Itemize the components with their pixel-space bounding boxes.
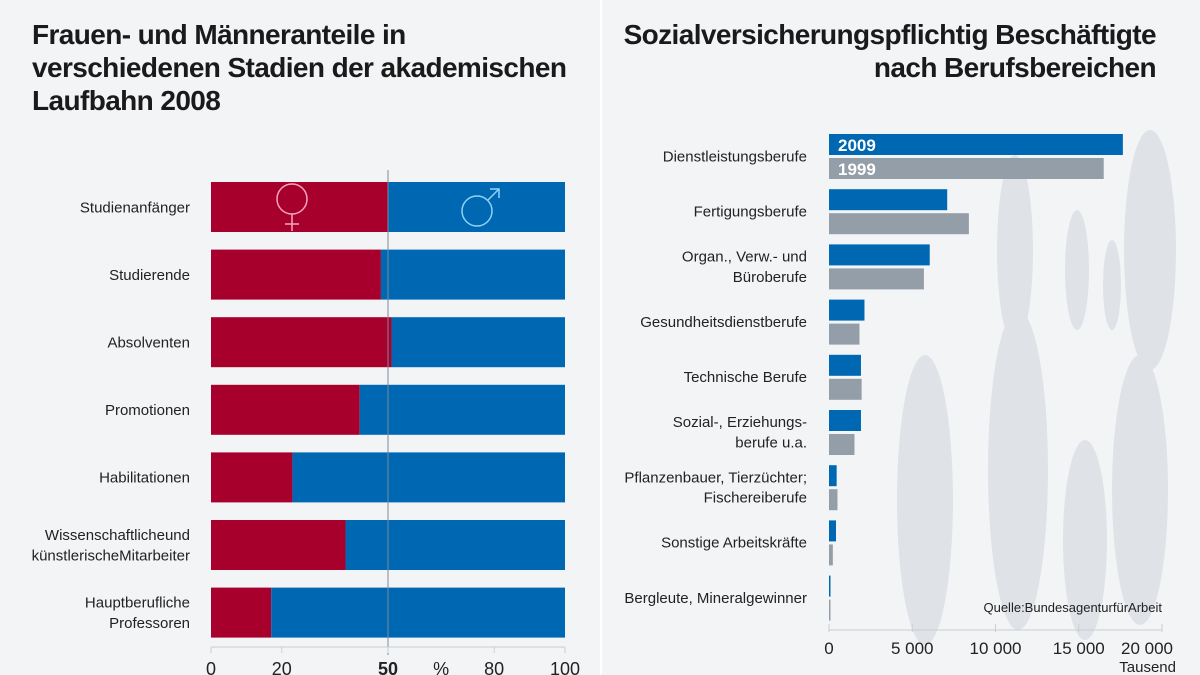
bar-men <box>359 384 565 435</box>
right-chart-title: Sozialversicherungspflichtig Beschäftigt… <box>623 19 1157 83</box>
x-axis-unit: Tausend <box>1119 659 1176 675</box>
x-tick-label: 20 000 <box>1121 639 1173 658</box>
category-label: Studierende <box>109 267 190 284</box>
bar-1999 <box>829 378 862 400</box>
x-tick-label: % <box>433 659 449 675</box>
bar-1999 <box>829 599 831 621</box>
bar-women <box>211 384 360 435</box>
bar-women <box>211 317 392 368</box>
bar-women <box>211 520 346 570</box>
x-tick-label: 20 <box>272 659 292 675</box>
bar-men <box>388 182 565 232</box>
x-tick-label: 100 <box>550 659 580 675</box>
bar-2009 <box>829 354 861 376</box>
x-tick-label: 50 <box>378 659 398 675</box>
category-label: Wissenschaftlicheund <box>45 527 190 544</box>
bar-1999 <box>829 158 1104 179</box>
category-label: Dienstleistungsberufe <box>663 148 807 165</box>
bar-women <box>211 587 272 638</box>
male-symbol-icon <box>461 195 493 227</box>
category-label: Organ., Verw.- und <box>682 249 807 266</box>
x-tick-label: 15 000 <box>1053 639 1105 658</box>
male-symbol-icon <box>487 188 500 201</box>
bar-1999 <box>829 489 838 511</box>
bar-1999 <box>829 323 860 345</box>
left-chart-title: Frauen- und Männeranteile in verschieden… <box>32 19 567 116</box>
bar-2009 <box>829 520 836 542</box>
person-silhouette-icon <box>997 155 1033 345</box>
person-silhouette-icon <box>1065 210 1089 330</box>
x-tick-label: 10 000 <box>970 639 1022 658</box>
bar-2009 <box>829 189 948 211</box>
person-silhouette-icon <box>1112 355 1168 625</box>
bar-men <box>292 452 565 503</box>
category-label: Pflanzenbauer, Tierzüchter; <box>624 469 807 486</box>
category-label: Sonstige Arbeitskräfte <box>661 535 807 552</box>
person-silhouette-icon <box>988 310 1048 630</box>
panel-divider <box>600 0 602 675</box>
x-tick-label: 0 <box>824 639 833 658</box>
bar-2009 <box>829 299 865 321</box>
bar-2009 <box>829 244 930 266</box>
bar-men <box>345 520 565 570</box>
bar-1999 <box>829 544 833 566</box>
bar-men <box>271 587 565 638</box>
category-label: Sozial-, Erziehungs- <box>673 414 807 431</box>
legend-1999: 1999 <box>838 160 876 179</box>
category-label: Habilitationen <box>99 470 190 487</box>
category-label: Hauptberufliche <box>85 595 190 612</box>
x-tick-label: 5 000 <box>891 639 934 658</box>
bar-men <box>380 249 565 300</box>
category-label: Absolventen <box>107 334 190 351</box>
person-silhouette-icon <box>1063 440 1107 640</box>
category-label: Professoren <box>109 615 190 632</box>
category-label: berufe u.a. <box>735 434 807 451</box>
bar-2009 <box>829 465 837 487</box>
bar-women <box>211 182 388 232</box>
person-silhouette-icon <box>1124 130 1176 370</box>
bar-2009 <box>829 575 831 597</box>
category-label: Technische Berufe <box>684 369 807 386</box>
category-label: Fertigungsberufe <box>694 203 807 220</box>
legend-2009: 2009 <box>838 136 876 155</box>
bar-1999 <box>829 213 969 235</box>
category-label: Studienanfänger <box>80 199 190 216</box>
person-silhouette-icon <box>1103 240 1121 330</box>
x-tick-label: 0 <box>206 659 216 675</box>
person-silhouette-icon <box>897 355 953 645</box>
x-tick-label: 80 <box>484 659 504 675</box>
bar-1999 <box>829 434 855 455</box>
source-note: Quelle:BundesagenturfürArbeit <box>983 600 1162 615</box>
bar-1999 <box>829 268 924 290</box>
bar-2009 <box>829 410 861 431</box>
category-label: Büroberufe <box>733 269 807 286</box>
category-label: Bergleute, Mineralgewinner <box>624 590 807 607</box>
bar-2009 <box>829 134 1123 155</box>
category-label: Gesundheitsdienstberufe <box>640 314 807 331</box>
bar-women <box>211 249 381 300</box>
bar-women <box>211 452 293 503</box>
bar-men <box>391 317 565 368</box>
category-label: künstlerischeMitarbeiter <box>32 547 190 564</box>
category-label: Promotionen <box>105 402 190 419</box>
category-label: Fischereiberufe <box>704 490 807 507</box>
